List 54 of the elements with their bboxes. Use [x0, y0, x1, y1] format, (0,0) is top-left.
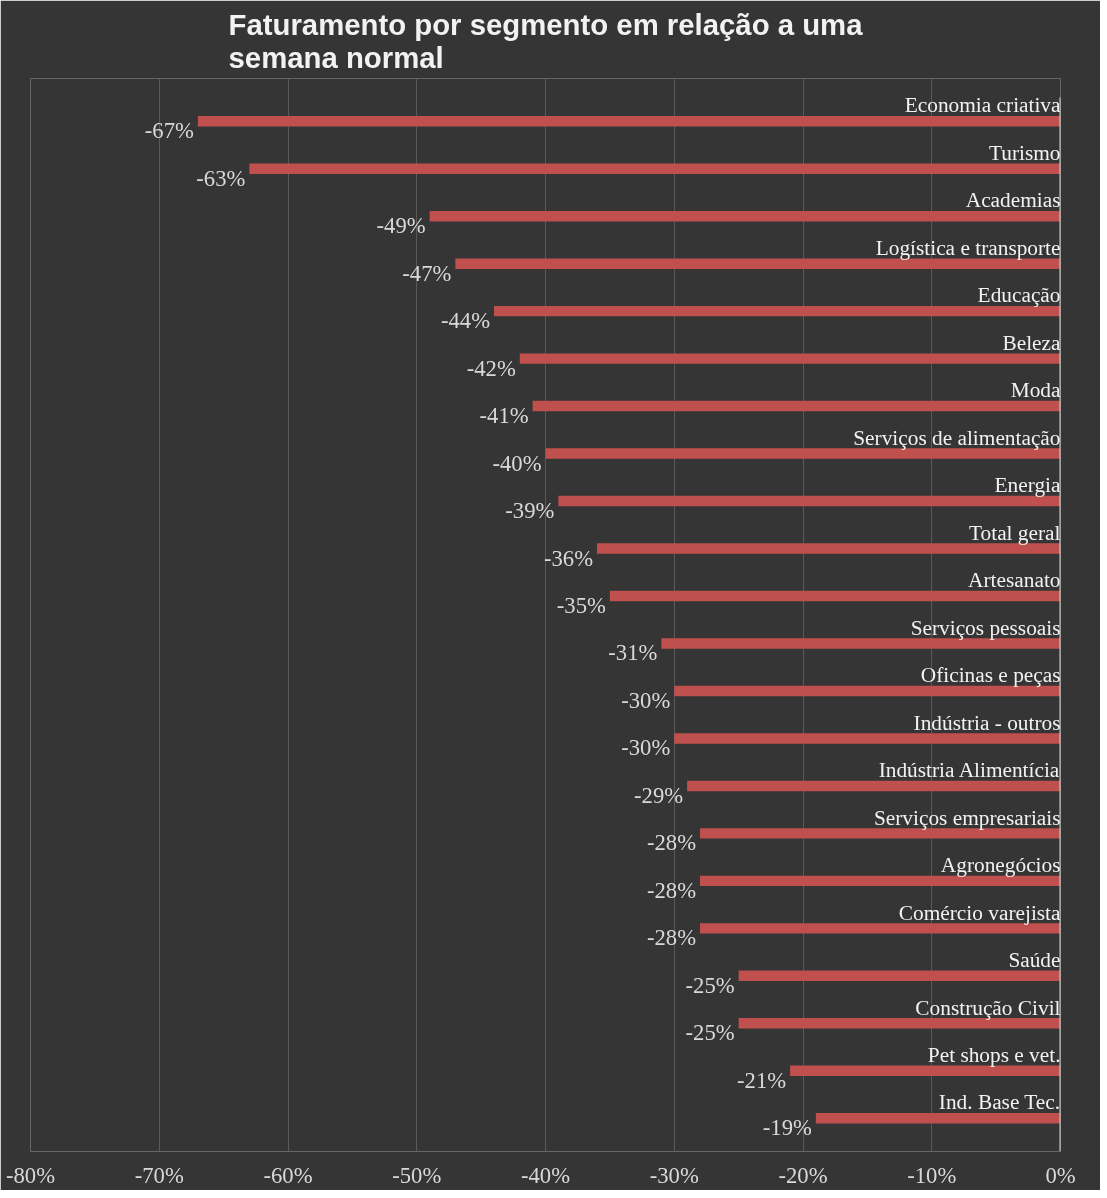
data-label: -31%	[608, 640, 658, 666]
y-tick-label: Academias	[965, 188, 1061, 213]
data-label: -29%	[634, 782, 684, 808]
y-tick-label: Construção Civil	[915, 995, 1061, 1020]
data-label: -44%	[440, 308, 491, 334]
data-label: -25%	[685, 1020, 735, 1046]
x-tick-label: -20%	[778, 1162, 828, 1188]
data-label: -28%	[646, 877, 697, 903]
x-tick-label: -60%	[263, 1162, 313, 1188]
x-tick-label: 0%	[1045, 1162, 1076, 1188]
data-label: -49%	[376, 213, 426, 239]
chart-title: Faturamento por segmento em relação a uma semana normal	[228, 7, 864, 74]
x-tick-label: -80%	[5, 1162, 56, 1188]
y-tick-label: Logística e transporte	[875, 235, 1061, 260]
y-tick-label: Serviços empresariais	[873, 805, 1061, 830]
y-tick-label: Comércio varejista	[898, 900, 1062, 925]
y-tick-label: Indústria Alimentícia	[878, 758, 1060, 783]
data-label: -36%	[543, 545, 594, 571]
x-tick-label: -40%	[520, 1162, 571, 1188]
data-label: -41%	[479, 403, 529, 429]
data-label: -42%	[466, 355, 516, 381]
x-tick-label: -70%	[134, 1162, 184, 1188]
data-label: -67%	[144, 118, 194, 144]
data-label: -40%	[492, 450, 542, 476]
data-label: -25%	[685, 972, 735, 998]
data-label: -30%	[621, 687, 671, 713]
y-tick-label: Serviços pessoais	[910, 615, 1061, 640]
y-tick-label: Pet shops e vet.	[927, 1042, 1061, 1067]
x-tick-label: -50%	[392, 1162, 442, 1188]
y-tick-label: Ind. Base Tec.	[938, 1090, 1061, 1115]
y-tick-label: Serviços de alimentação	[853, 425, 1061, 450]
data-label: -39%	[505, 498, 555, 524]
x-tick-label: -30%	[649, 1162, 699, 1188]
y-tick-label: Economia criativa	[904, 93, 1062, 118]
y-tick-label: Moda	[1010, 378, 1062, 403]
data-label: -47%	[402, 260, 452, 286]
y-tick-label: Energia	[994, 473, 1062, 498]
y-tick-label: Artesanato	[968, 568, 1061, 593]
y-tick-label: Total geral	[969, 520, 1061, 545]
data-label: -28%	[646, 830, 697, 856]
y-tick-label: Agronegócios	[940, 853, 1061, 878]
data-label: -35%	[556, 593, 606, 618]
x-tick-label: -10%	[907, 1162, 957, 1188]
y-tick-label: Oficinas e peças	[920, 663, 1061, 688]
y-tick-label: Educação	[977, 283, 1061, 308]
y-tick-label: Indústria - outros	[913, 710, 1061, 735]
y-tick-label: Turismo	[988, 140, 1061, 165]
data-label: -30%	[621, 735, 671, 761]
data-label: -28%	[646, 925, 697, 951]
y-tick-label: Saúde	[1008, 948, 1061, 973]
data-label: -21%	[737, 1067, 787, 1093]
y-tick-label: Beleza	[1002, 330, 1062, 355]
data-label: -63%	[196, 165, 246, 191]
data-label: -19%	[762, 1115, 812, 1141]
